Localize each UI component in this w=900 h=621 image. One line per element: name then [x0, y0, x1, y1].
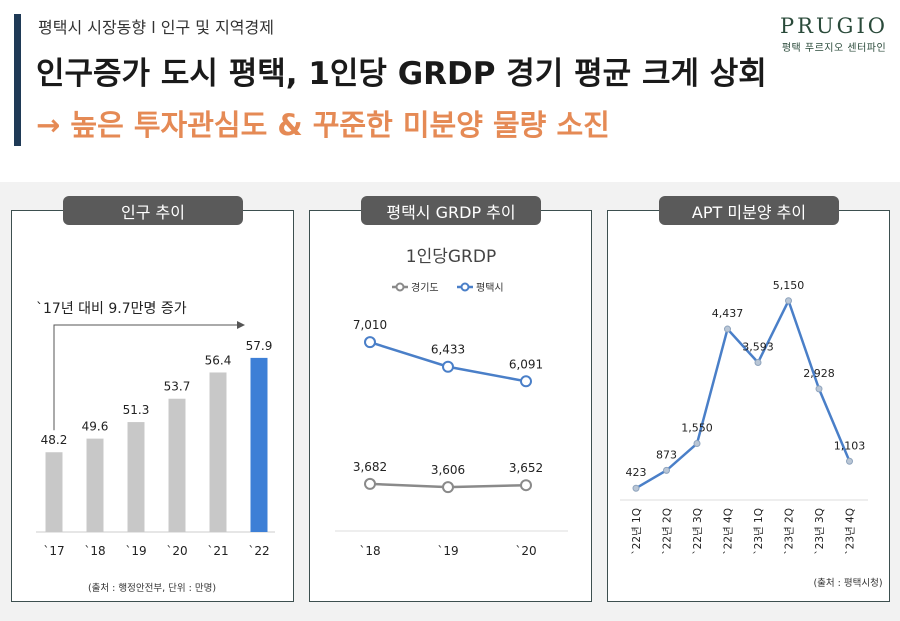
- logo-wordmark: PRUGIO: [780, 14, 888, 38]
- x-tick-label: `22년 1Q: [631, 508, 643, 555]
- bar: [45, 452, 63, 532]
- data-label: 423: [626, 466, 647, 479]
- population-panel-title: 인구 추이: [63, 196, 243, 225]
- x-tick-label: `22년 4Q: [723, 508, 735, 555]
- data-point: [520, 375, 532, 388]
- grdp-panel-title: 평택시 GRDP 추이: [361, 196, 541, 225]
- breadcrumb: 평택시 시장동향 l 인구 및 지역경제: [38, 18, 274, 37]
- data-label: 7,010: [353, 318, 387, 332]
- legend-marker: [395, 282, 405, 292]
- data-label: 3,606: [431, 463, 465, 477]
- bar: [168, 398, 186, 532]
- data-label: 1,103: [834, 439, 866, 452]
- bar: [86, 438, 104, 532]
- bar-value-label: 49.6: [82, 420, 109, 434]
- x-tick-label: `22년 2Q: [662, 508, 674, 555]
- data-point: [520, 479, 532, 492]
- x-tick-label: `19: [125, 544, 146, 558]
- x-tick-label: `22년 3Q: [692, 508, 704, 555]
- legend-label: 평택시: [476, 282, 504, 294]
- data-point: [364, 477, 376, 490]
- bar-value-label: 53.7: [164, 380, 191, 394]
- legend-marker: [460, 282, 470, 292]
- brand-logo: PRUGIO 평택 푸르지오 센터파인: [780, 14, 888, 54]
- unsold-line-chart: 423 873 1,550 4,437 3,593 5,150 2,928 1,103 `22년…: [620, 279, 883, 589]
- bar: [127, 422, 145, 532]
- population-bar-chart: 48.2 `17 49.6 `18 51.3 `19 53.7 `20 56.4 `21 57.9 `…: [36, 301, 275, 594]
- bar-value-label: 57.9: [246, 339, 273, 353]
- x-tick-label: `23년 2Q: [784, 508, 796, 555]
- data-point: [442, 360, 454, 373]
- page-title: 인구증가 도시 평택, 1인당 GRDP 경기 평균 크게 상회: [36, 56, 767, 92]
- logo-subtitle: 평택 푸르지오 센터파인: [781, 43, 887, 54]
- unsold-panel-title: APT 미분양 추이: [659, 196, 839, 225]
- source-note: (출처 : 행정안전부, 단위 : 만명): [88, 582, 216, 594]
- series-line: [635, 297, 851, 490]
- x-tick-label: `19: [437, 544, 458, 558]
- data-point: [663, 466, 670, 474]
- x-tick-label: `20: [166, 544, 187, 558]
- data-label: 2,928: [803, 367, 835, 380]
- data-point: [846, 457, 853, 465]
- data-point: [785, 297, 792, 305]
- x-tick-label: `17: [43, 544, 64, 558]
- data-point: [632, 484, 640, 492]
- x-tick-label: `23년 4Q: [845, 508, 857, 555]
- data-point: [364, 336, 376, 349]
- data-point: [754, 359, 762, 367]
- data-label: 1,550: [681, 422, 713, 435]
- data-label: 873: [656, 448, 677, 461]
- data-label: 3,652: [509, 461, 543, 475]
- data-label: 5,150: [773, 279, 805, 292]
- annotation-text: `17년 대비 9.7만명 증가: [36, 301, 187, 317]
- data-label: 3,682: [353, 460, 387, 474]
- data-point: [442, 481, 454, 494]
- x-tick-label: `23년 3Q: [814, 508, 826, 555]
- x-tick-label: `18: [359, 544, 380, 558]
- grdp-line-chart: 1인당GRDP 경기도 평택시 3,682 3,606 3,652 7,010 6,433 6,…: [335, 247, 568, 558]
- bar-value-label: 51.3: [123, 403, 150, 417]
- bar: [209, 372, 227, 532]
- accent-bar: [14, 14, 21, 146]
- x-tick-label: `23년 1Q: [753, 508, 765, 555]
- page-subtitle: → 높은 투자관심도 & 꾸준한 미분양 물량 소진: [36, 108, 610, 142]
- x-tick-label: `22: [248, 544, 269, 558]
- data-label: 3,593: [742, 341, 774, 354]
- legend-label: 경기도: [411, 281, 439, 294]
- growth-arrow: [53, 321, 245, 431]
- source-note: (출처 : 평택시청): [813, 577, 882, 589]
- data-label: 4,437: [712, 307, 744, 320]
- chart-title: 1인당GRDP: [406, 247, 496, 267]
- bar: [250, 357, 268, 532]
- unsold-panel: [607, 210, 890, 602]
- grdp-panel: [309, 210, 592, 602]
- data-point: [724, 325, 731, 333]
- x-tick-label: `18: [84, 544, 105, 558]
- bar-value-label: 48.2: [41, 433, 68, 447]
- x-tick-label: `20: [515, 544, 536, 558]
- data-point: [693, 440, 701, 448]
- data-label: 6,091: [509, 357, 543, 371]
- bar-value-label: 56.4: [205, 353, 232, 367]
- x-tick-label: `21: [207, 544, 228, 558]
- data-label: 6,433: [431, 343, 465, 357]
- data-point: [815, 385, 823, 393]
